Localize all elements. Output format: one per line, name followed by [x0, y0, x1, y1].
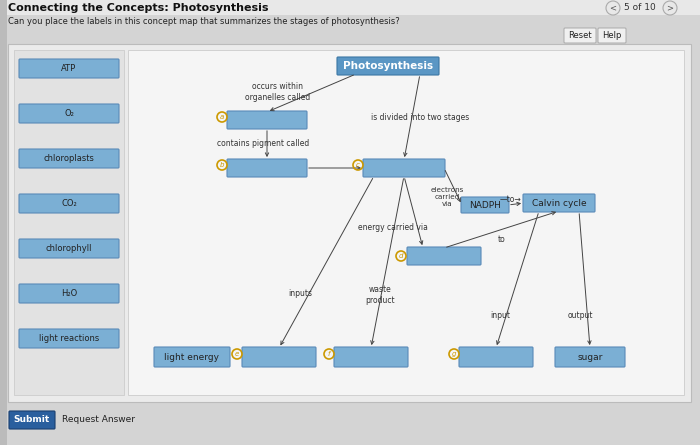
FancyBboxPatch shape: [19, 104, 119, 123]
Text: Request Answer: Request Answer: [62, 416, 135, 425]
FancyBboxPatch shape: [154, 347, 230, 367]
FancyBboxPatch shape: [0, 0, 700, 15]
FancyBboxPatch shape: [363, 159, 445, 177]
FancyBboxPatch shape: [227, 111, 307, 129]
Text: occurs within
organelles called: occurs within organelles called: [246, 82, 311, 102]
Text: g: g: [452, 351, 456, 357]
FancyBboxPatch shape: [337, 57, 439, 75]
FancyBboxPatch shape: [9, 411, 55, 429]
FancyBboxPatch shape: [564, 28, 596, 43]
Text: 5 of 10: 5 of 10: [624, 4, 656, 12]
Text: <: <: [610, 4, 617, 12]
Text: is divided into two stages: is divided into two stages: [371, 113, 469, 122]
FancyBboxPatch shape: [459, 347, 533, 367]
Text: light reactions: light reactions: [39, 334, 99, 343]
Text: Submit: Submit: [14, 416, 50, 425]
Text: input: input: [490, 311, 510, 320]
Text: e: e: [235, 351, 239, 357]
FancyBboxPatch shape: [227, 159, 307, 177]
FancyBboxPatch shape: [334, 347, 408, 367]
Text: sugar: sugar: [578, 352, 603, 361]
Text: to: to: [498, 235, 506, 244]
Text: Can you place the labels in this concept map that summarizes the stages of photo: Can you place the labels in this concept…: [8, 17, 400, 27]
Text: waste
product: waste product: [365, 285, 395, 305]
Text: c: c: [356, 162, 360, 168]
FancyBboxPatch shape: [0, 0, 7, 445]
FancyBboxPatch shape: [128, 50, 684, 395]
FancyBboxPatch shape: [407, 247, 481, 265]
Text: —to→: —to→: [499, 195, 521, 205]
Text: Connecting the Concepts: Photosynthesis: Connecting the Concepts: Photosynthesis: [8, 3, 269, 13]
Text: energy carried via: energy carried via: [358, 223, 428, 232]
Text: chlorophyll: chlorophyll: [46, 244, 92, 253]
Text: NADPH: NADPH: [469, 201, 501, 210]
Text: H₂O: H₂O: [61, 289, 77, 298]
Text: chloroplasts: chloroplasts: [43, 154, 94, 163]
Text: Photosynthesis: Photosynthesis: [343, 61, 433, 71]
Text: d: d: [399, 253, 403, 259]
FancyBboxPatch shape: [19, 149, 119, 168]
Text: Help: Help: [602, 31, 622, 40]
Text: f: f: [328, 351, 330, 357]
FancyBboxPatch shape: [19, 194, 119, 213]
Text: ATP: ATP: [62, 64, 76, 73]
Text: inputs: inputs: [288, 288, 312, 298]
FancyBboxPatch shape: [8, 44, 691, 402]
FancyBboxPatch shape: [14, 50, 124, 395]
Text: contains pigment called: contains pigment called: [217, 138, 309, 147]
FancyBboxPatch shape: [19, 284, 119, 303]
Text: output: output: [567, 311, 593, 320]
Text: light energy: light energy: [164, 352, 220, 361]
FancyBboxPatch shape: [19, 239, 119, 258]
Text: >: >: [666, 4, 673, 12]
Text: Reset: Reset: [568, 31, 592, 40]
Text: Calvin cycle: Calvin cycle: [532, 198, 587, 207]
Text: electrons
carried
via: electrons carried via: [430, 187, 463, 207]
FancyBboxPatch shape: [523, 194, 595, 212]
Text: O₂: O₂: [64, 109, 74, 118]
Text: CO₂: CO₂: [61, 199, 77, 208]
Text: a: a: [220, 114, 224, 120]
FancyBboxPatch shape: [555, 347, 625, 367]
Text: b: b: [220, 162, 224, 168]
FancyBboxPatch shape: [19, 59, 119, 78]
FancyBboxPatch shape: [19, 329, 119, 348]
FancyBboxPatch shape: [242, 347, 316, 367]
FancyBboxPatch shape: [461, 197, 509, 213]
FancyBboxPatch shape: [598, 28, 626, 43]
